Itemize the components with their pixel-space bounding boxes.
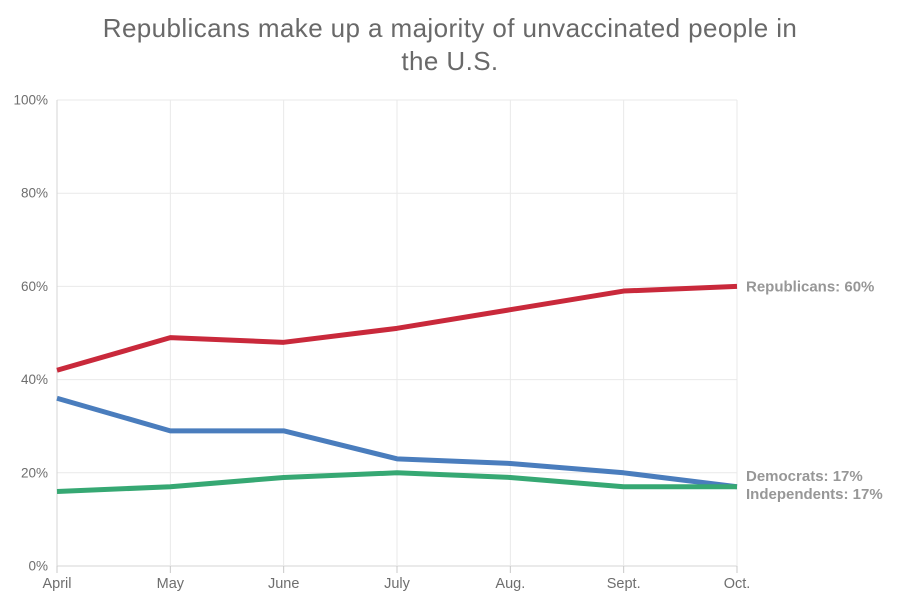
- x-tick-label: June: [268, 576, 299, 592]
- x-tick-label: Sept.: [607, 576, 641, 592]
- end-label-democrats: Democrats: 17%: [746, 468, 863, 485]
- x-tick-label: July: [384, 576, 411, 592]
- series-line-democrats: [56, 395, 738, 490]
- x-tick-label: Aug.: [495, 576, 525, 592]
- data-series-lines: [56, 283, 738, 494]
- y-tick-label: 100%: [13, 93, 48, 108]
- chart-title: Republicans make up a majority of unvacc…: [0, 12, 900, 79]
- end-label-republicans: Republicans: 60%: [746, 278, 874, 295]
- end-label-independents: Independents: 17%: [746, 486, 883, 503]
- x-tick-label: May: [157, 576, 185, 592]
- x-axis-ticks: [56, 566, 738, 573]
- y-axis-labels: 0% 20% 40% 60% 80% 100%: [13, 93, 48, 574]
- series-line-republicans: [56, 283, 738, 373]
- x-axis-labels: April May June July Aug. Sept. Oct.: [42, 576, 750, 592]
- y-tick-label: 0%: [28, 559, 48, 574]
- series-line-independents: [56, 470, 737, 494]
- y-tick-label: 80%: [21, 186, 48, 201]
- vertical-gridlines: [56, 100, 738, 566]
- x-tick-label: April: [42, 576, 71, 592]
- y-tick-label: 40%: [21, 372, 48, 387]
- series-end-labels: Republicans: 60% Democrats: 17%Independen…: [746, 278, 883, 502]
- y-tick-label: 60%: [21, 279, 48, 294]
- chart-title-line-1: Republicans make up a majority of unvacc…: [102, 13, 798, 43]
- y-tick-label: 20%: [21, 465, 48, 480]
- chart-title-line-2: the U.S.: [401, 46, 499, 77]
- x-tick-label: Oct.: [724, 576, 751, 592]
